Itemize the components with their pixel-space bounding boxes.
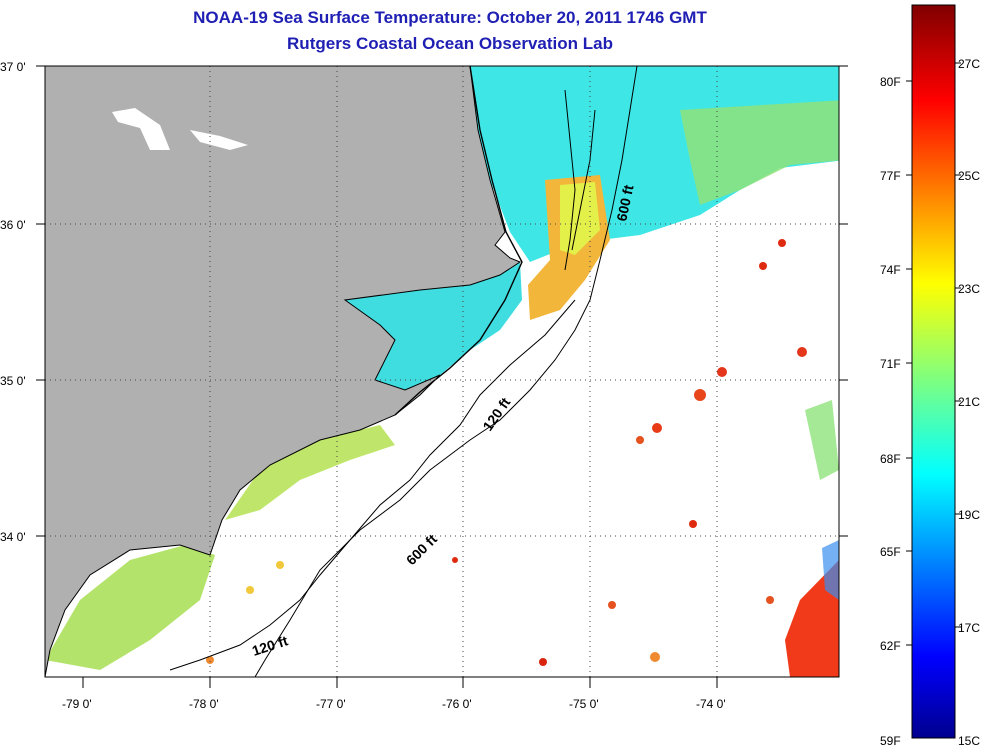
canyon-lines <box>564 89 576 271</box>
sst-patch <box>766 596 774 604</box>
sst-patch <box>452 557 458 563</box>
lon-label: -75 0' <box>569 697 599 711</box>
svg-text:23C: 23C <box>958 282 980 296</box>
sst-pamlico-sound <box>345 262 522 390</box>
canyon-lines <box>571 109 596 251</box>
lake <box>190 130 248 150</box>
svg-text:17C: 17C <box>958 621 980 635</box>
sst-cool-corner <box>822 540 839 600</box>
svg-text:62F: 62F <box>880 639 901 653</box>
colorbar <box>911 4 956 739</box>
contour-120ft <box>169 299 576 671</box>
sst-onslow-bay <box>225 425 395 520</box>
sst-patch <box>206 656 214 664</box>
svg-text:80F: 80F <box>880 75 901 89</box>
map-frame <box>44 65 840 678</box>
sst-patch <box>759 262 767 270</box>
colorbar-ticks <box>906 62 961 646</box>
svg-text:59F: 59F <box>880 734 901 748</box>
svg-text:71F: 71F <box>880 357 901 371</box>
colorbar-f-labels: 80F 77F 74F 71F 68F 65F 62F 59F <box>880 75 901 748</box>
map-title: NOAA-19 Sea Surface Temperature: October… <box>193 8 707 27</box>
svg-text:21C: 21C <box>958 395 980 409</box>
lon-label: -76 0' <box>442 697 472 711</box>
lat-label: 35 0' <box>0 374 26 388</box>
lon-label: -78 0' <box>189 697 219 711</box>
sst-patch <box>608 601 616 609</box>
sst-patch <box>689 520 697 528</box>
axis-ticks <box>36 65 848 688</box>
land-mass <box>45 66 522 677</box>
lat-label: 37 0' <box>0 60 26 74</box>
svg-text:25C: 25C <box>958 169 980 183</box>
map-subtitle: Rutgers Coastal Ocean Observation Lab <box>287 34 613 53</box>
sst-patch <box>276 561 284 569</box>
svg-text:19C: 19C <box>958 508 980 522</box>
colorbar-c-labels: 27C 25C 23C 21C 19C 17C 15C <box>958 57 980 748</box>
contour-label: 600 ft <box>613 183 636 222</box>
sst-patch <box>694 389 706 401</box>
sst-patch <box>717 367 727 377</box>
sst-patch <box>246 586 254 594</box>
sst-patch <box>797 347 807 357</box>
svg-text:15C: 15C <box>958 734 980 748</box>
contour-600ft-north <box>254 66 638 677</box>
svg-text:65F: 65F <box>880 545 901 559</box>
svg-text:77F: 77F <box>880 169 901 183</box>
svg-text:27C: 27C <box>958 57 980 71</box>
lon-label: -79 0' <box>62 697 92 711</box>
lon-label: -77 0' <box>316 697 346 711</box>
bathymetry-contours <box>169 66 638 677</box>
sst-patch <box>636 436 644 444</box>
graticule <box>45 66 839 677</box>
lon-label: -74 0' <box>696 697 726 711</box>
lat-label: 34 0' <box>0 530 26 544</box>
lake <box>112 108 170 150</box>
sst-long-bay <box>45 545 215 670</box>
sst-patch <box>650 652 660 662</box>
sst-green-east <box>805 400 839 480</box>
sst-patch <box>652 423 662 433</box>
lat-label: 36 0' <box>0 218 26 232</box>
sst-patch <box>539 658 547 666</box>
svg-text:74F: 74F <box>880 263 901 277</box>
sst-patch <box>778 239 786 247</box>
sst-green-offshore <box>680 100 839 205</box>
svg-text:68F: 68F <box>880 452 901 466</box>
